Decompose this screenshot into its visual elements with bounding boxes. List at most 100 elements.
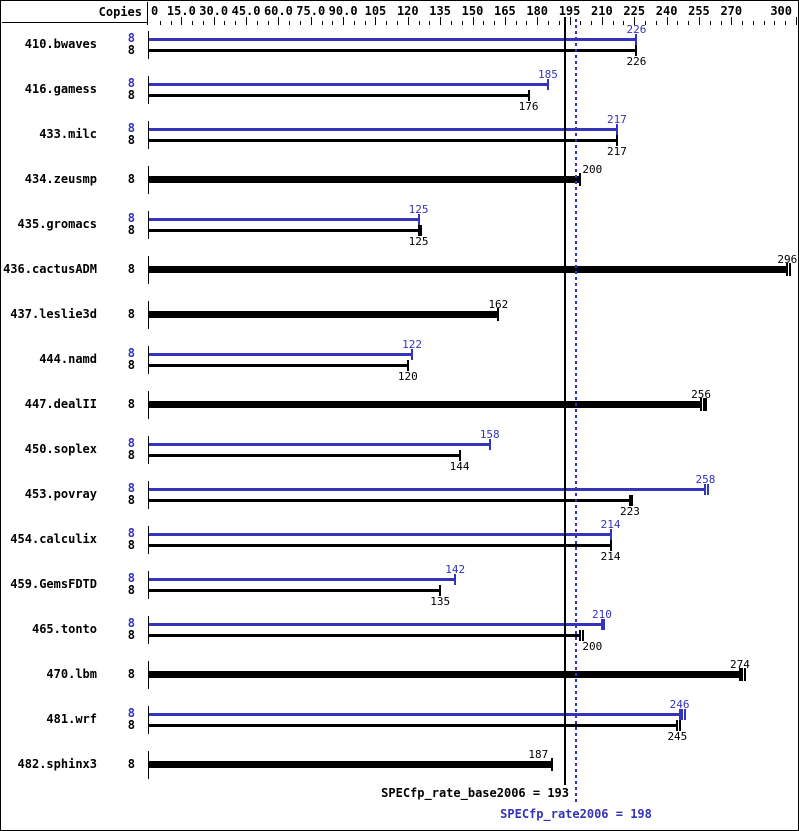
bar-value-label: 122 — [402, 338, 423, 351]
bar-end-cap — [702, 398, 705, 411]
axis-minor-tick — [623, 21, 624, 25]
axis-minor-tick — [580, 21, 581, 25]
axis-minor-tick — [591, 21, 592, 25]
copies-value-base: 8 — [127, 492, 135, 507]
axis-minor-tick — [322, 21, 323, 25]
peak-mean-label: SPECfp_rate2006 = 198 — [500, 807, 652, 821]
copies-value-peak: 8 — [127, 571, 135, 585]
base-bar — [149, 544, 611, 547]
copies-value-base: 8 — [127, 627, 135, 642]
bar-value-label: 125 — [408, 234, 429, 248]
bar-group-baseline-tick — [148, 255, 149, 284]
copies-value-base: 8 — [127, 42, 135, 57]
axis-major-tick — [181, 17, 182, 25]
benchmark-label: 447.dealII — [24, 396, 97, 411]
bar-value-label: 258 — [695, 473, 716, 486]
axis-major-tick — [537, 17, 538, 25]
bar-group-baseline-tick — [148, 165, 149, 194]
axis-tick-label: 60.0 — [263, 4, 293, 18]
axis-minor-tick — [386, 21, 387, 25]
header-separator-line — [147, 2, 148, 25]
axis-minor-tick — [332, 21, 333, 25]
benchmark-label: 481.wrf — [46, 711, 97, 726]
axis-minor-tick — [300, 21, 301, 25]
axis-minor-tick — [645, 21, 646, 25]
axis-minor-tick — [710, 21, 711, 25]
axis-minor-tick — [354, 21, 355, 25]
peak-bar — [149, 712, 680, 716]
bar-group-baseline-tick — [148, 300, 149, 329]
bar-group-baseline-tick — [148, 750, 149, 779]
peak-bar — [149, 532, 611, 536]
axis-major-tick — [667, 17, 668, 25]
axis-tick-label: 90.0 — [328, 4, 358, 18]
bar-value-label: 162 — [488, 297, 509, 311]
axis-minor-tick — [160, 21, 161, 25]
axis-minor-tick — [559, 21, 560, 25]
bar-group-baseline-tick — [148, 615, 149, 644]
copies-value-peak: 8 — [127, 31, 135, 45]
benchmark-label: 433.milc — [39, 126, 97, 141]
benchmark-label: 435.gromacs — [17, 216, 97, 231]
bar-end-cap — [417, 213, 420, 225]
copies-value-peak: 8 — [127, 211, 135, 225]
axis-major-tick — [440, 17, 441, 25]
bar-end-cap — [786, 263, 789, 276]
benchmark-label: 437.leslie3d — [10, 306, 97, 321]
base-mean-label: SPECfp_rate_base2006 = 193 — [381, 786, 569, 800]
bar-end-cap — [635, 33, 638, 45]
benchmark-label: 470.lbm — [46, 666, 97, 681]
copies-value-base: 8 — [127, 396, 135, 411]
peak-mean-reference-line — [575, 19, 578, 805]
copies-value-base: 8 — [127, 222, 135, 237]
bar-end-cap — [705, 398, 708, 411]
base-bar — [149, 94, 529, 97]
bar-end-cap — [581, 630, 584, 641]
copies-value-base: 8 — [127, 357, 135, 372]
peak-bar — [149, 82, 548, 86]
axis-major-tick — [796, 17, 797, 25]
bar-end-cap — [678, 708, 681, 720]
axis-minor-tick — [419, 21, 420, 25]
bar-value-label: 226 — [626, 23, 647, 36]
peak-bar — [149, 577, 456, 581]
bar-end-cap — [700, 398, 703, 411]
bar-value-label: 246 — [669, 698, 690, 711]
bar-value-label: 125 — [408, 203, 429, 216]
peak-bar — [149, 487, 706, 491]
bar-value-label: 185 — [538, 68, 558, 81]
bar-value-label: 296 — [777, 252, 798, 266]
copies-value-base: 8 — [127, 666, 135, 681]
axis-minor-tick — [365, 21, 366, 25]
bar-end-cap — [579, 173, 582, 186]
bar-end-cap — [609, 528, 612, 540]
axis-tick-label: 45.0 — [231, 4, 261, 18]
axis-tick-label: 225 — [623, 4, 646, 18]
axis-tick-label: 255 — [688, 4, 710, 18]
bar-end-cap — [497, 308, 500, 321]
base-bar — [149, 724, 678, 727]
peak-bar — [149, 217, 419, 221]
copies-value-peak: 8 — [127, 76, 135, 90]
axis-major-tick — [570, 17, 571, 25]
bar-group-baseline-tick — [148, 390, 149, 419]
axis-major-tick — [343, 17, 344, 25]
bar-end-cap — [631, 495, 634, 506]
copies-value-peak: 8 — [127, 481, 135, 495]
base-bar-thick — [149, 266, 788, 273]
bar-end-cap — [439, 585, 442, 596]
copies-value-base: 8 — [127, 447, 135, 462]
axis-minor-tick — [235, 21, 236, 25]
axis-minor-tick — [753, 21, 754, 25]
axis-minor-tick — [613, 21, 614, 25]
bar-value-label: 210 — [591, 608, 612, 621]
peak-bar — [149, 37, 637, 41]
copies-value-peak: 8 — [127, 346, 135, 360]
axis-minor-tick — [526, 21, 527, 25]
bar-group-baseline-tick — [148, 75, 149, 104]
bar-end-cap — [635, 45, 638, 56]
bar-end-cap — [417, 225, 420, 236]
bar-group-baseline-tick — [148, 525, 149, 554]
bar-end-cap — [411, 348, 414, 360]
